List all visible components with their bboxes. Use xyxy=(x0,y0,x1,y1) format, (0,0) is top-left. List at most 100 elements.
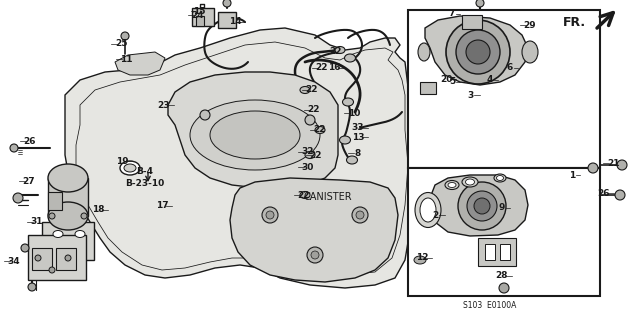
Circle shape xyxy=(266,211,274,219)
Text: 12: 12 xyxy=(416,254,428,263)
Text: 9: 9 xyxy=(499,204,505,212)
Bar xyxy=(218,12,236,28)
Text: 1: 1 xyxy=(569,170,575,180)
Circle shape xyxy=(458,182,506,230)
Circle shape xyxy=(356,211,364,219)
Text: 15: 15 xyxy=(193,6,205,16)
Ellipse shape xyxy=(300,86,310,93)
Circle shape xyxy=(305,115,315,125)
Bar xyxy=(408,10,600,168)
Bar xyxy=(48,178,88,216)
Circle shape xyxy=(466,40,490,64)
Ellipse shape xyxy=(48,202,88,230)
Circle shape xyxy=(200,110,210,120)
Circle shape xyxy=(35,255,41,261)
Ellipse shape xyxy=(335,47,345,54)
Circle shape xyxy=(65,255,71,261)
Bar xyxy=(48,192,62,210)
Ellipse shape xyxy=(124,164,136,172)
Text: 6: 6 xyxy=(507,63,513,72)
Ellipse shape xyxy=(344,54,355,62)
Text: 26: 26 xyxy=(24,137,36,145)
Ellipse shape xyxy=(494,174,506,182)
Circle shape xyxy=(49,267,55,273)
Circle shape xyxy=(28,283,36,291)
Ellipse shape xyxy=(120,161,140,175)
Text: 22: 22 xyxy=(306,85,318,94)
Ellipse shape xyxy=(315,127,325,133)
Text: B-23-10: B-23-10 xyxy=(125,179,164,188)
Bar xyxy=(42,222,94,260)
Text: CANISTER: CANISTER xyxy=(304,192,352,202)
Text: 32: 32 xyxy=(301,147,314,157)
Circle shape xyxy=(13,193,23,203)
Ellipse shape xyxy=(418,43,430,61)
Circle shape xyxy=(21,244,29,252)
Circle shape xyxy=(474,198,490,214)
Ellipse shape xyxy=(448,182,456,188)
Ellipse shape xyxy=(342,98,353,106)
Bar xyxy=(500,244,510,260)
Bar xyxy=(462,15,482,29)
Ellipse shape xyxy=(346,156,358,164)
Ellipse shape xyxy=(497,175,504,181)
Text: S103  E0100A: S103 E0100A xyxy=(463,300,516,309)
Circle shape xyxy=(262,207,278,223)
Text: 21: 21 xyxy=(607,159,620,167)
Ellipse shape xyxy=(339,136,351,144)
Circle shape xyxy=(223,0,231,7)
Ellipse shape xyxy=(53,231,63,238)
Circle shape xyxy=(307,247,323,263)
Ellipse shape xyxy=(414,256,426,264)
Text: B-4: B-4 xyxy=(136,167,154,176)
Circle shape xyxy=(476,0,484,7)
Circle shape xyxy=(352,207,368,223)
Circle shape xyxy=(10,144,18,152)
Circle shape xyxy=(81,213,87,219)
Polygon shape xyxy=(168,72,338,188)
Bar xyxy=(408,168,600,296)
Text: 17: 17 xyxy=(156,202,168,211)
Polygon shape xyxy=(230,178,398,282)
Ellipse shape xyxy=(190,100,320,170)
Text: 27: 27 xyxy=(22,176,35,186)
Ellipse shape xyxy=(522,41,538,63)
Circle shape xyxy=(615,190,625,200)
Text: 7: 7 xyxy=(449,10,455,19)
Text: 19: 19 xyxy=(116,157,128,166)
Text: 30: 30 xyxy=(302,162,314,172)
Circle shape xyxy=(499,283,509,293)
Ellipse shape xyxy=(420,198,436,222)
Text: 14: 14 xyxy=(228,18,241,26)
Polygon shape xyxy=(115,52,165,75)
Polygon shape xyxy=(428,175,528,236)
Ellipse shape xyxy=(48,164,88,192)
Bar xyxy=(28,235,86,280)
Polygon shape xyxy=(425,16,528,85)
Circle shape xyxy=(456,30,500,74)
Text: 22: 22 xyxy=(308,106,320,115)
Text: 10: 10 xyxy=(348,108,360,117)
Ellipse shape xyxy=(75,231,85,238)
Text: 29: 29 xyxy=(524,20,536,29)
Text: 22: 22 xyxy=(310,151,323,160)
Text: 2: 2 xyxy=(432,211,438,219)
Text: 26: 26 xyxy=(598,189,611,197)
Text: FR.: FR. xyxy=(563,16,586,28)
Bar xyxy=(56,248,76,270)
Ellipse shape xyxy=(305,152,315,159)
Bar xyxy=(420,82,436,94)
Ellipse shape xyxy=(300,191,310,198)
Text: 16: 16 xyxy=(328,63,340,72)
Text: 22: 22 xyxy=(330,47,342,56)
Circle shape xyxy=(311,251,319,259)
Text: 3: 3 xyxy=(467,91,473,100)
Circle shape xyxy=(49,213,55,219)
Polygon shape xyxy=(65,28,415,288)
Ellipse shape xyxy=(210,111,300,159)
Text: 8: 8 xyxy=(355,149,361,158)
Text: 22: 22 xyxy=(298,190,310,199)
Text: 5: 5 xyxy=(449,78,455,86)
Text: 28: 28 xyxy=(496,271,508,280)
Bar xyxy=(478,238,516,266)
